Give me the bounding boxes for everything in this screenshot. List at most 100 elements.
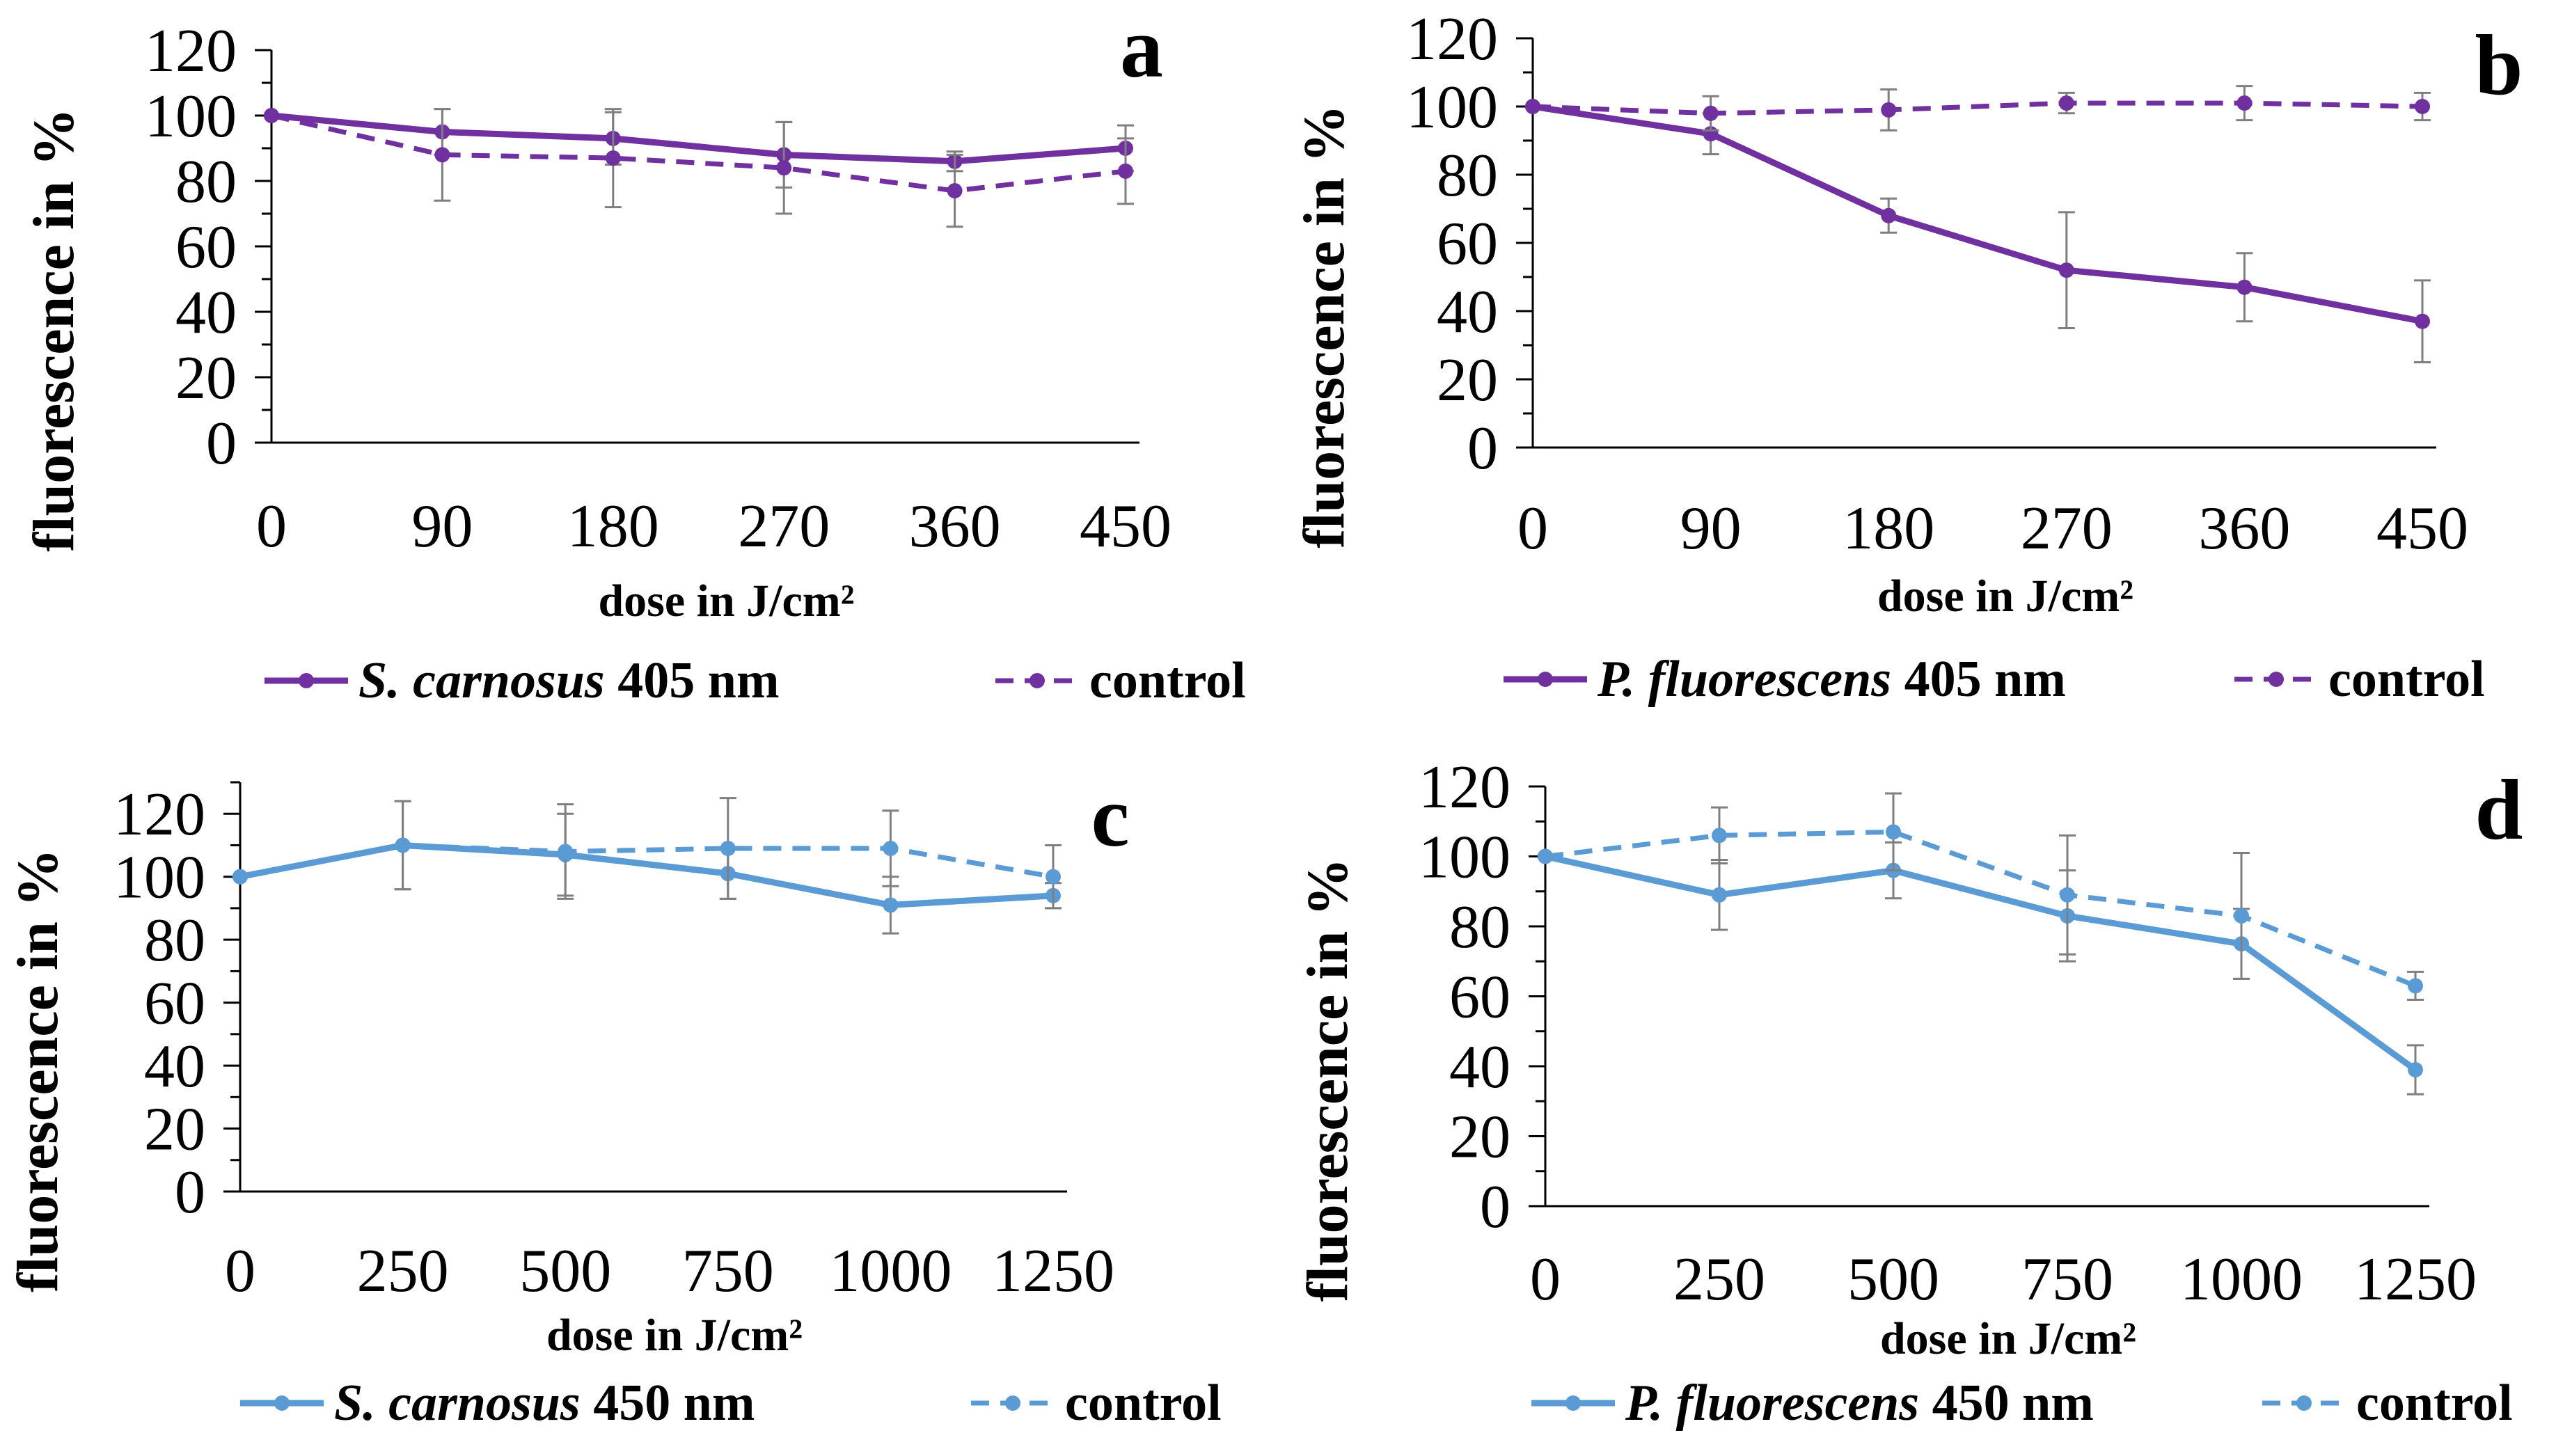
series-treatment	[1525, 99, 2431, 363]
x-axis-label: dose in J/cm²	[598, 576, 854, 626]
legend-label: 450 nm	[1919, 1375, 2094, 1432]
panel-letter: a	[1120, 0, 1163, 95]
data-point	[883, 840, 899, 856]
y-tick-label: 0	[1480, 1173, 1510, 1241]
x-tick-label: 180	[567, 493, 659, 560]
data-point	[776, 160, 792, 176]
legend-entry: control	[2328, 651, 2485, 708]
series-line	[271, 113, 1126, 193]
legend-swatch-marker	[2296, 1395, 2312, 1411]
series-line	[1545, 853, 2417, 1073]
data-point	[2408, 1062, 2423, 1078]
data-point	[558, 844, 574, 860]
data-point	[1118, 163, 1133, 179]
x-tick-label: 750	[682, 1237, 774, 1305]
y-tick-label: 40	[144, 1033, 205, 1100]
data-point	[605, 150, 621, 166]
x-tick-label: 270	[2021, 495, 2113, 562]
legend-label: control	[2328, 651, 2485, 708]
data-point	[720, 840, 736, 856]
y-axis-label: fluorescence in %	[22, 108, 86, 552]
x-axis-label: dose in J/cm²	[546, 1310, 803, 1361]
legend-entry: control	[1089, 652, 1246, 709]
legend: S. carnosus 405 nm control	[265, 652, 1246, 709]
legend-species: P. fluorescens	[1625, 1375, 1919, 1432]
y-tick-label: 100	[113, 844, 205, 912]
data-point	[2060, 887, 2075, 903]
legend-entry: P. fluorescens 450 nm	[1625, 1375, 2094, 1432]
x-tick-label: 450	[2376, 495, 2468, 562]
data-point	[2408, 978, 2423, 994]
data-point	[1525, 99, 1540, 114]
y-tick-label: 20	[1449, 1104, 1510, 1171]
data-point	[232, 869, 248, 885]
data-point	[1886, 824, 1901, 840]
y-tick-label: 0	[206, 410, 237, 477]
x-axis-label: dose in J/cm²	[1880, 1313, 2136, 1364]
legend-swatch-marker	[1005, 1395, 1020, 1411]
x-tick-label: 270	[738, 493, 830, 560]
y-tick-label: 100	[1406, 74, 1498, 141]
legend-entry: control	[2356, 1375, 2513, 1432]
data-point	[1712, 887, 1727, 903]
series-control	[264, 108, 1134, 228]
legend-entry: S. carnosus 405 nm	[358, 652, 780, 709]
x-tick-label: 360	[2198, 495, 2290, 562]
y-tick-label: 120	[113, 781, 205, 848]
y-tick-label: 100	[145, 83, 237, 150]
x-tick-label: 250	[1673, 1246, 1765, 1313]
y-tick-label: 20	[1437, 347, 1498, 414]
legend-species: P. fluorescens	[1597, 651, 1891, 708]
y-tick-label: 80	[1437, 142, 1498, 209]
series-line	[239, 841, 1054, 908]
legend-swatch-marker	[1030, 673, 1045, 688]
y-tick-label: 40	[175, 279, 237, 347]
x-tick-label: 90	[411, 493, 473, 560]
series-treatment	[232, 800, 1062, 935]
y-tick-label: 120	[1406, 6, 1498, 73]
y-tick-label: 60	[144, 970, 205, 1038]
series-line	[1532, 103, 2423, 325]
data-point	[2236, 95, 2253, 111]
x-tick-label: 1250	[2354, 1246, 2477, 1313]
legend-swatch-marker	[1538, 672, 1553, 687]
data-point	[1712, 828, 1727, 844]
legend: S. carnosus 450 nm control	[240, 1375, 1222, 1432]
data-point	[1046, 869, 1061, 885]
y-tick-label: 120	[145, 17, 237, 85]
series-control	[1525, 85, 2431, 132]
y-axis-label: fluorescence in %	[1292, 104, 1357, 548]
data-point	[2058, 262, 2074, 278]
x-tick-label: 0	[1517, 495, 1548, 562]
y-tick-label: 80	[1449, 894, 1510, 961]
y-tick-label: 40	[1449, 1034, 1510, 1101]
x-tick-label: 500	[1847, 1246, 1939, 1313]
series-treatment	[264, 108, 1134, 189]
legend-label: control	[1065, 1375, 1222, 1432]
x-tick-label: 90	[1680, 495, 1742, 562]
panel-letter: b	[2475, 17, 2523, 113]
y-axis-label: fluorescence in %	[1295, 858, 1360, 1302]
data-point	[1881, 207, 1897, 223]
data-point	[947, 183, 963, 199]
data-point	[1703, 105, 1719, 121]
x-tick-label: 450	[1080, 493, 1172, 560]
legend-label: 405 nm	[1891, 651, 2066, 708]
x-tick-label: 750	[2021, 1246, 2113, 1313]
y-tick-label: 20	[175, 345, 237, 412]
data-point	[2236, 279, 2253, 295]
legend-label: control	[1089, 652, 1246, 709]
legend-species: S. carnosus	[358, 652, 605, 709]
legend-entry: S. carnosus 450 nm	[334, 1375, 755, 1432]
x-tick-label: 0	[256, 493, 287, 560]
y-tick-label: 80	[144, 907, 205, 974]
legend-swatch-marker	[274, 1395, 290, 1411]
x-tick-label: 1000	[2180, 1246, 2303, 1313]
x-tick-label: 360	[909, 493, 1001, 560]
y-tick-label: 40	[1437, 278, 1498, 346]
data-point	[883, 897, 899, 913]
